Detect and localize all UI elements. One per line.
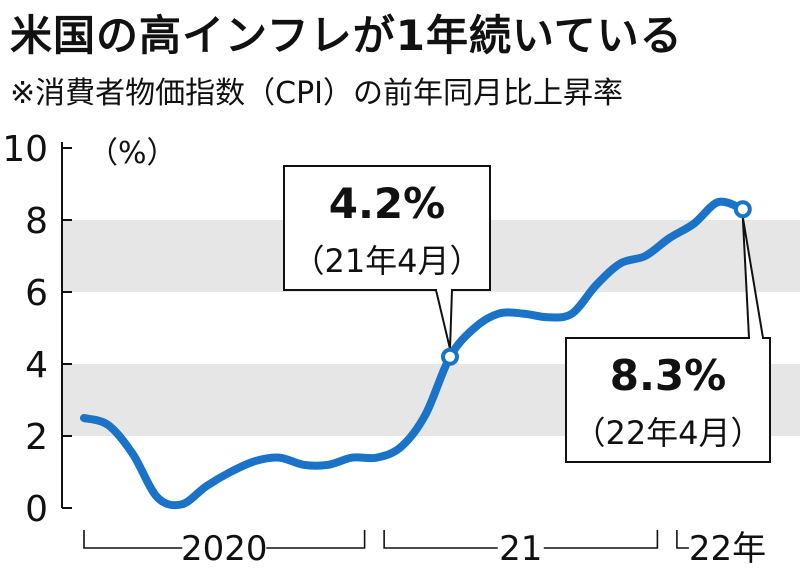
annotation-callout: 8.3% （22年4月） [565, 200, 771, 463]
annotations: 4.2% （21年4月） 8.3% （22年4月） [283, 165, 771, 463]
year-label: 2020 [181, 529, 268, 569]
year-label: 22年 [689, 529, 766, 569]
callout-label: （21年4月） [292, 242, 481, 280]
callout-label: （22年4月） [573, 414, 762, 452]
y-tick-label: 6 [25, 273, 48, 314]
series-line [80, 197, 747, 510]
y-tick-label: 4 [25, 345, 48, 386]
chart-title: 米国の高インフレが1年続いている [10, 11, 683, 60]
year-bracket: 2020 [83, 529, 366, 569]
callout-value: 8.3% [610, 351, 726, 400]
callout-box [565, 337, 771, 463]
year-axis: 2020 21 22年 [83, 529, 766, 569]
y-unit-label: （%） [88, 136, 177, 171]
y-tick-label: 10 [2, 129, 48, 170]
year-label: 21 [499, 529, 542, 569]
callout-box [283, 165, 491, 291]
callout-value: 4.2% [329, 179, 445, 228]
year-bracket: 21 [383, 529, 659, 569]
y-axis-ticks: 0 2 4 6 8 10 [2, 129, 72, 530]
y-tick-label: 0 [25, 489, 48, 530]
callout-pointer [435, 289, 453, 350]
series-line-path [80, 197, 747, 510]
year-bracket: 22年 [676, 529, 766, 569]
annotation-callout: 4.2% （21年4月） [283, 165, 491, 366]
y-tick-label: 2 [25, 417, 48, 458]
chart-subtitle: ※消費者物価指数（CPI）の前年同月比上昇率 [10, 76, 624, 111]
highlight-marker [441, 347, 459, 366]
highlight-marker [733, 200, 752, 219]
y-tick-label: 8 [25, 201, 48, 242]
